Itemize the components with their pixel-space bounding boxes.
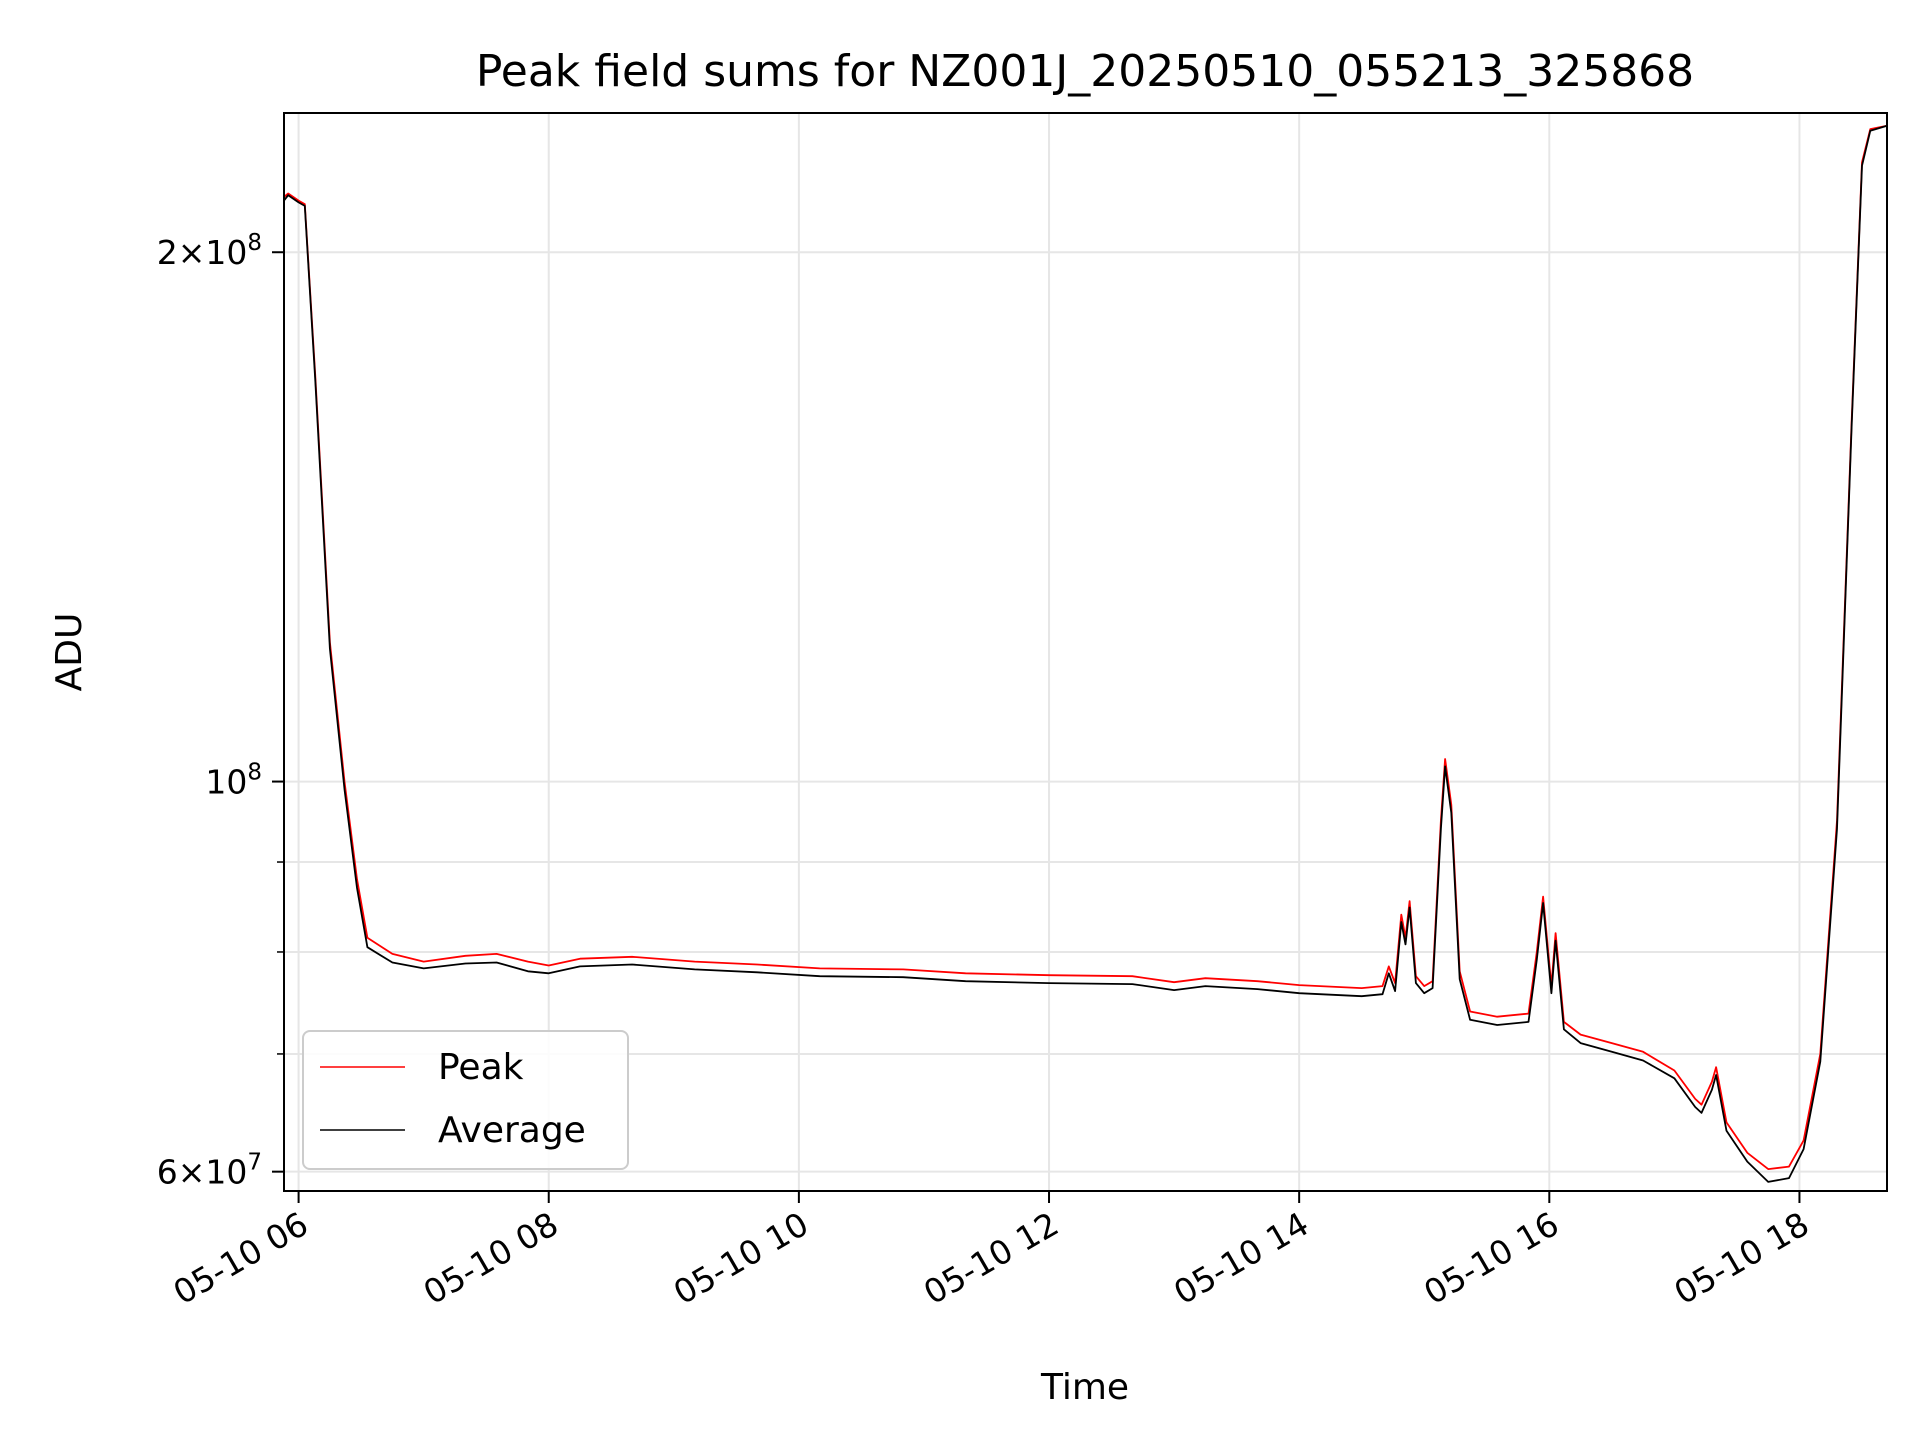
- y-tick-mantissa: 6: [157, 1153, 178, 1192]
- y-tick-label: 6×107: [157, 1150, 262, 1192]
- y-tick-label: 108: [205, 760, 262, 802]
- y-tick-mantissa: 2: [157, 233, 178, 272]
- legend-box: [302, 1030, 629, 1170]
- legend-label-average: Average: [438, 1110, 586, 1151]
- y-tick-base: 10: [205, 763, 247, 802]
- series-line-average: [283, 124, 1888, 1183]
- legend: Peak Average: [302, 1030, 629, 1170]
- x-axis-label: Time: [1040, 1367, 1129, 1408]
- y-tick-exponent: 8: [247, 760, 262, 786]
- grid: [284, 113, 1887, 1191]
- x-tick-label: 05-10 10: [667, 1204, 815, 1312]
- y-tick-label: 2×108: [157, 230, 262, 272]
- x-tick-label: 05-10 12: [917, 1204, 1065, 1312]
- y-axis-label: ADU: [49, 613, 90, 692]
- x-tick-label: 05-10 18: [1667, 1204, 1815, 1312]
- y-tick-times: ×: [178, 1153, 206, 1192]
- series-line-peak: [283, 124, 1888, 1170]
- y-tick-base: 10: [205, 233, 247, 272]
- series-layer: [283, 124, 1888, 1183]
- legend-label-peak: Peak: [438, 1047, 524, 1088]
- x-tick-label: 05-10 16: [1417, 1204, 1565, 1312]
- plot-frame: [283, 112, 1888, 1192]
- y-tick-times: ×: [178, 233, 206, 272]
- x-tick-label: 05-10 14: [1167, 1204, 1315, 1312]
- x-tick-label: 05-10 08: [417, 1204, 565, 1312]
- y-tick-exponent: 7: [247, 1150, 262, 1176]
- y-tick-base: 10: [205, 1153, 247, 1192]
- chart-title: Peak field sums for NZ001J_20250510_0552…: [476, 46, 1694, 97]
- x-tick-label: 05-10 06: [167, 1204, 315, 1312]
- y-tick-exponent: 8: [247, 230, 262, 256]
